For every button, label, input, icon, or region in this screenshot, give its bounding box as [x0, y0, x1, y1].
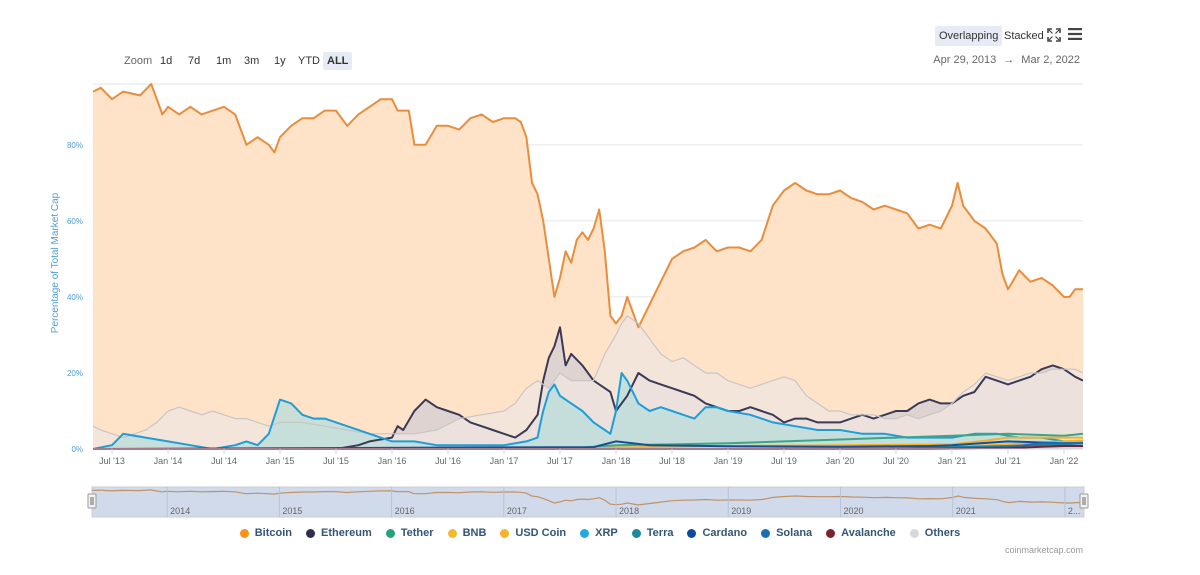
x-tick-label: Jul '18: [659, 456, 685, 466]
zoom-7d-button[interactable]: 7d: [188, 55, 201, 67]
x-tick-label: Jan '20: [826, 456, 855, 466]
y-tick-label: 40%: [67, 293, 83, 302]
x-tick-label: Jan '22: [1050, 456, 1079, 466]
legend-label: USD Coin: [515, 527, 567, 539]
legend-item-others[interactable]: Others: [909, 527, 961, 539]
legend-dot-icon: [631, 528, 641, 538]
legend-dot-icon: [306, 528, 315, 538]
x-tick-label: Jul '16: [435, 456, 461, 466]
date-from-input[interactable]: Apr 29, 2013: [933, 54, 997, 66]
legend-item-cardano[interactable]: Cardano: [687, 527, 747, 539]
legend-label: Cardano: [702, 527, 748, 539]
x-tick-label: Jan '18: [602, 456, 631, 466]
legend-label: BNB: [462, 527, 487, 539]
x-tick-label: Jul '19: [771, 456, 797, 466]
zoom-1d-button[interactable]: 1d: [160, 55, 173, 67]
overlapping-button[interactable]: Overlapping: [935, 26, 1003, 46]
fullscreen-icon[interactable]: [1047, 28, 1061, 42]
legend-label: Ethereum: [321, 527, 372, 539]
line-xrp[interactable]: [92, 372, 1083, 450]
line-others[interactable]: [92, 315, 1084, 439]
y-axis-label: Percentage of Total Market Cap: [50, 192, 61, 333]
legend-dot-icon: [580, 528, 590, 538]
zoom-1y-button[interactable]: 1y: [274, 55, 286, 67]
axis-layer: 0% 20% 40% 60% 80% Jul '13 Jan '14 Jul '14 Jan '…: [67, 141, 1083, 466]
y-tick-label: 80%: [67, 141, 83, 150]
legend-dot-icon: [447, 528, 457, 538]
zoom-label: Zoom: [124, 55, 153, 67]
y-tick-label: 0%: [71, 445, 83, 454]
navigator-handle-left[interactable]: [87, 493, 97, 509]
credits-link[interactable]: coinmarketcap.com: [1004, 545, 1083, 555]
date-range: Apr 29, 2013 → Mar 2, 2022: [933, 54, 1080, 66]
stacked-button[interactable]: Stacked: [1004, 30, 1044, 42]
legend-item-tether[interactable]: Tether: [385, 527, 434, 539]
legend-item-ethereum[interactable]: Ethereum: [306, 527, 372, 539]
legend-dot-icon: [239, 528, 249, 538]
zoom-3m-button[interactable]: 3m: [244, 55, 260, 67]
navigator-label: 2018: [619, 506, 639, 516]
zoom-ytd-button[interactable]: YTD: [298, 55, 320, 67]
line-tether[interactable]: [93, 432, 1084, 450]
legend-label: Solana: [776, 527, 813, 539]
legend-label: Avalanche: [841, 527, 896, 539]
navigator-label: 2016: [395, 506, 415, 516]
y-tick-label: 60%: [67, 217, 83, 226]
x-tick-label: Jul '20: [883, 456, 909, 466]
legend-label: Terra: [646, 527, 674, 539]
x-tick-label: Jul '13: [99, 456, 125, 466]
legend-label: Tether: [400, 527, 434, 539]
x-tick-label: Jan '17: [490, 456, 519, 466]
navigator-label: 2...: [1068, 506, 1081, 516]
legend-item-bitcoin[interactable]: Bitcoin: [239, 527, 292, 539]
hamburger-menu-icon[interactable]: [1068, 28, 1082, 40]
legend-dot-icon: [687, 528, 697, 538]
x-tick-label: Jul '17: [547, 456, 573, 466]
navigator-label: 2017: [507, 506, 527, 516]
x-tick-label: Jul '15: [323, 456, 349, 466]
zoom-1m-button[interactable]: 1m: [216, 55, 232, 67]
legend-label: Others: [924, 527, 961, 539]
legend-label: XRP: [595, 527, 618, 539]
line-bitcoin[interactable]: [92, 83, 1083, 329]
navigator-handle-right[interactable]: [1079, 493, 1089, 509]
legend-dot-icon: [909, 528, 919, 538]
navigator-label: 2019: [731, 506, 751, 516]
legend-dot-icon: [385, 528, 395, 538]
date-to-input[interactable]: Mar 2, 2022: [1021, 54, 1080, 66]
navigator-label: 2014: [170, 506, 190, 516]
legend-dot-icon: [826, 528, 836, 538]
legend-item-usd-coin[interactable]: USD Coin: [500, 527, 566, 539]
y-tick-label: 20%: [67, 369, 83, 378]
legend-dot-icon: [761, 528, 771, 538]
x-tick-label: Jul '14: [211, 456, 237, 466]
navigator-label: 2015: [282, 506, 302, 516]
legend-item-solana[interactable]: Solana: [761, 527, 812, 539]
x-tick-label: Jan '19: [714, 456, 743, 466]
legend-dot-icon: [500, 528, 510, 538]
navigator-label: 2021: [956, 506, 976, 516]
x-tick-label: Jan '21: [938, 456, 967, 466]
date-arrow: →: [1003, 54, 1015, 66]
navigator[interactable]: 2014 2015 2016 2017 2018 2019 2020 2021 2...: [87, 486, 1089, 518]
legend-item-avalanche[interactable]: Avalanche: [826, 527, 896, 539]
legend-item-terra[interactable]: Terra: [631, 527, 674, 539]
area-layer: [93, 84, 1083, 449]
area-bitcoin: [93, 84, 1083, 449]
navigator-selection[interactable]: [91, 486, 1085, 518]
x-tick-label: Jan '16: [378, 456, 407, 466]
line-cardano[interactable]: [92, 440, 1083, 450]
legend-item-xrp[interactable]: XRP: [580, 527, 618, 539]
x-tick-label: Jul '21: [995, 456, 1021, 466]
legend: Bitcoin Ethereum Tether BNB USD Coin XRP Terra…: [0, 527, 1200, 541]
x-tick-label: Jan '15: [266, 456, 295, 466]
navigator-series: [91, 489, 1084, 506]
area-others: [93, 315, 1083, 449]
x-tick-label: Jan '14: [154, 456, 183, 466]
legend-label: Bitcoin: [254, 527, 292, 539]
zoom-all-button[interactable]: ALL: [323, 52, 353, 70]
legend-item-bnb[interactable]: BNB: [447, 527, 487, 539]
navigator-label: 2020: [843, 506, 863, 516]
